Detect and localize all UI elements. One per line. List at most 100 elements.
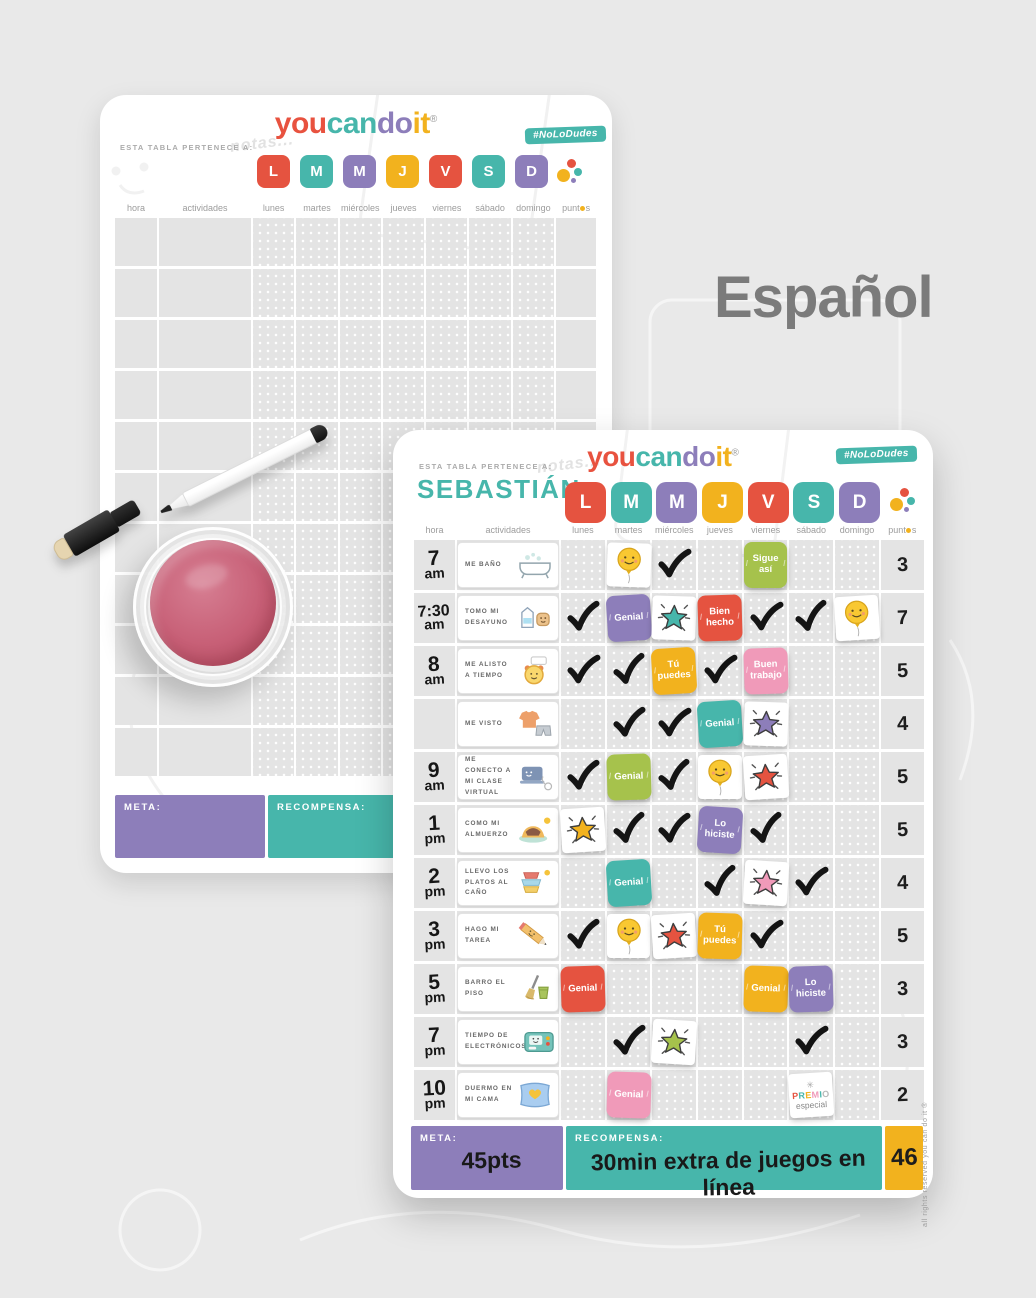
points-value: 3 [896,977,909,1000]
activity-cell: DUERMO EN MI CAMA [457,1070,559,1120]
time-cell [115,728,157,776]
star-sticker [742,859,789,907]
day-cell-miércoles [339,218,381,266]
points-value: 3 [896,1030,909,1053]
reward-sticker-label: Genial [613,1088,644,1101]
broom-icon [515,974,555,1004]
column-header-lunes: lunes [262,203,285,213]
reward-sticker: / / Genial [605,753,652,801]
day-cell-viernes [426,371,468,419]
points-cell: 2 [880,1070,924,1120]
day-square-domingo: D [515,155,548,188]
time-suffix: am [424,615,446,633]
activity-label: LLEVO LOS PLATOS AL CAÑO [465,867,510,897]
column-header-miércoles: miércoles [340,203,380,213]
points-cell: 4 [880,858,924,908]
day-cell-sábado: / / Lo hiciste [788,964,834,1014]
pillow-icon [515,1080,555,1110]
time-suffix: am [424,776,446,794]
column-header-jueves: jueves [390,203,417,213]
goal-box: META: [115,795,265,858]
day-cell-lunes [561,593,605,643]
star-sticker [559,806,607,854]
check-mark [656,812,692,848]
chart-row: 7 am ME BAÑO / / Sigue así 3 [414,540,924,590]
points-cell: 7 [880,593,924,643]
reward-label: RECOMPENSA: [575,1133,664,1144]
day-cell-miércoles [339,728,381,776]
time-cell: 7 am [414,540,455,590]
day-cell-domingo [835,646,879,696]
day-cell-lunes [561,858,605,908]
column-header-actividades: actividades [182,203,228,213]
balloon-sticker [606,542,652,588]
day-cell-jueves [382,371,425,419]
day-cell-domingo [835,1017,879,1067]
check-mark [565,600,601,636]
time-text: 7:30 am [418,602,451,633]
day-square-jueves: J [702,482,744,523]
reward-value: 30min extra de juegos en línea [590,1144,866,1201]
day-cell-viernes [743,593,788,643]
star-sticker [651,1018,698,1066]
day-cell-martes [296,728,338,776]
day-cell-jueves [698,1070,742,1120]
check-mark [792,864,830,902]
time-cell [414,699,455,749]
premio-sticker-content: ✳ PREMIO especial [792,1080,831,1111]
day-cell-lunes [561,752,605,802]
weekly-grid-filled: hora actividades lunes martes miércoles jueve… [414,523,924,1120]
logo-part: you [274,107,327,140]
logo-part: do [682,441,716,472]
activity-card: HAGO MI TAREA [457,913,559,959]
points-value: 5 [896,659,909,682]
day-cell-domingo [512,218,555,266]
column-header-actividades: actividades [485,525,531,535]
time-text: 5 pm [423,971,446,1006]
day-cell-martes [606,964,651,1014]
balloon-sticker [698,755,742,799]
reward-sticker: / / Genial [560,965,606,1013]
reward-sticker-label: Tú puedes [657,659,692,683]
activity-cell: COMO MI ALMUERZO [457,805,559,855]
reward-sticker: / / Genial [743,965,789,1013]
activity-card: ME BAÑO [457,542,559,588]
column-header-hora: hora [126,203,145,213]
logo-part: can [326,107,378,140]
check-mark [565,759,601,795]
time-cell [115,218,157,266]
activity-card: TOMO MI DESAYUNO [457,595,559,641]
day-cell-domingo [835,964,879,1014]
activity-card: ME ALISTO A TIEMPO [457,648,559,694]
purple-dot [571,178,576,183]
day-cell-miércoles [339,626,381,674]
day-cell-lunes [253,473,295,521]
day-cell-lunes [561,1070,605,1120]
day-cell-domingo [835,805,879,855]
alarm-clock-icon [515,656,555,686]
day-cell-lunes [253,269,295,317]
activity-label: BARRO EL PISO [465,979,506,997]
column-headers: hora actividades lunes martes miércoles jueve… [115,201,596,215]
goal-label: META: [124,802,162,813]
reward-sticker-label: Genial [613,770,644,783]
day-cell-domingo [835,752,879,802]
language-label: Español [714,265,934,330]
goal-box: META: 45pts [411,1126,563,1190]
reward-sticker: / / Tú puedes [697,912,743,960]
reward-sticker: / / Genial [605,593,652,643]
points-value: 2 [896,1083,909,1106]
activity-cell: ME BAÑO [457,540,559,590]
day-cell-domingo [835,1070,879,1120]
day-square-martes: M [300,155,333,188]
reward-sticker-label: Genial [613,610,644,624]
time-cell: 8 am [414,646,455,696]
day-square-domingo: D [839,482,881,523]
day-cell-martes [296,473,338,521]
reward-sticker: / / Genial [696,699,744,749]
day-cell-viernes [743,1017,788,1067]
column-header-domingo: domingo [516,203,551,213]
day-cell-martes [296,524,338,572]
day-cell-jueves [698,540,742,590]
